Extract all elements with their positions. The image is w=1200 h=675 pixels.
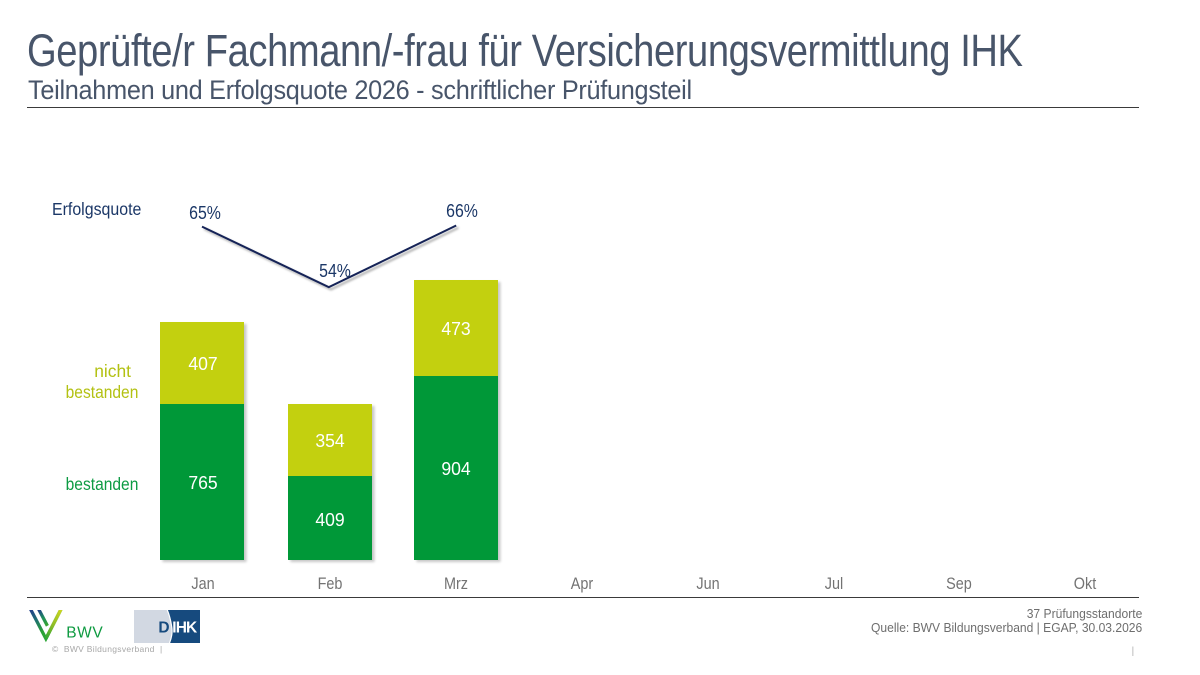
svg-text:D: D — [158, 619, 169, 636]
svg-text:IHK: IHK — [172, 619, 198, 636]
svg-text:BWV: BWV — [66, 624, 103, 641]
